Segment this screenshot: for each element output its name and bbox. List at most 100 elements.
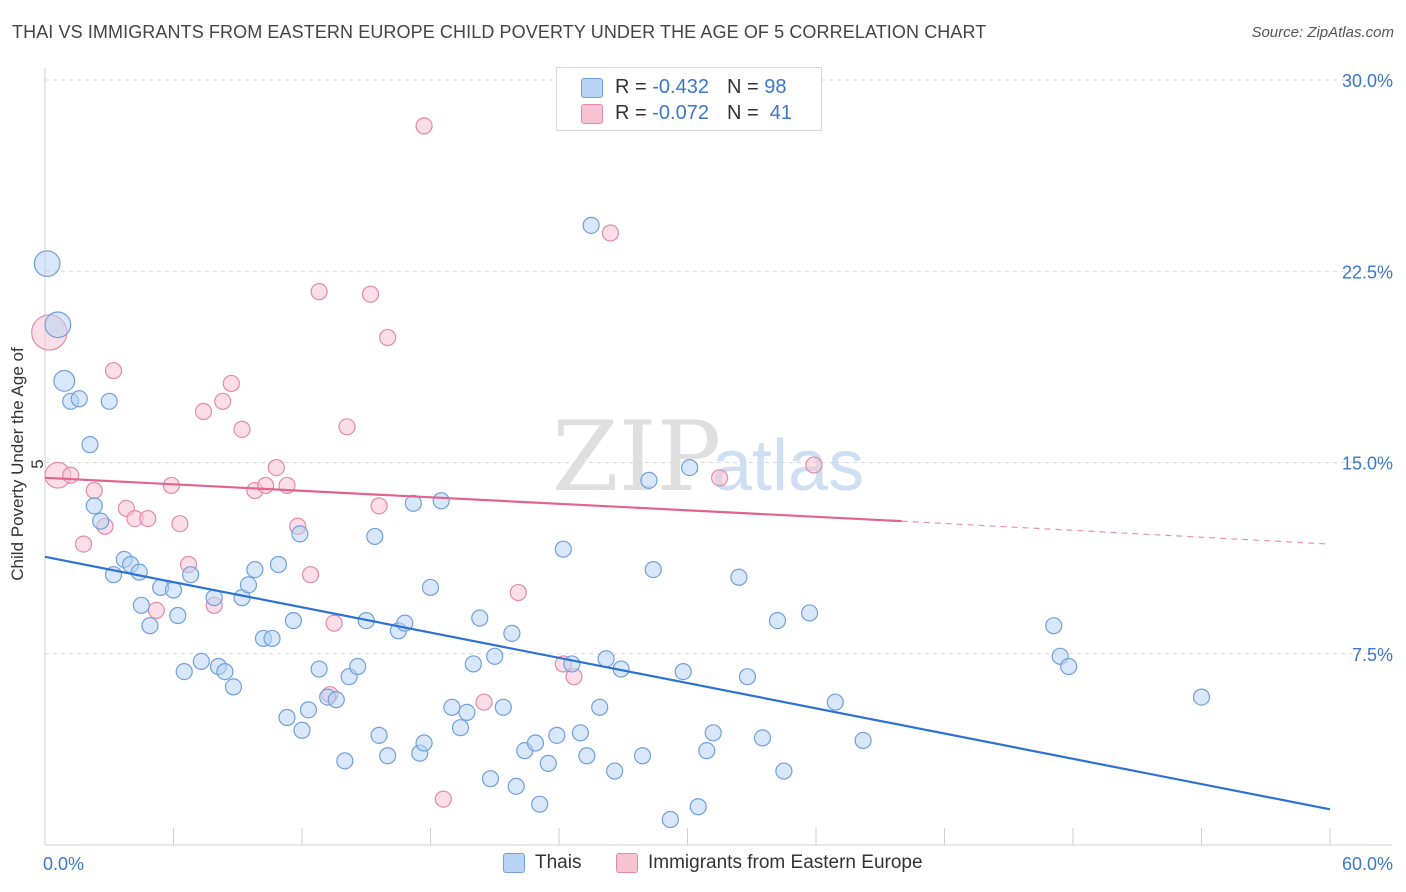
- point-thais: [661, 810, 679, 829]
- point-thais: [753, 729, 772, 747]
- point-thais: [404, 494, 422, 512]
- y-tick-label: 15.0%: [1342, 454, 1393, 474]
- point-thais: [1192, 688, 1211, 706]
- point-thais: [503, 624, 521, 642]
- point-thais: [606, 762, 624, 780]
- point-immigrants: [601, 224, 620, 242]
- point-thais: [486, 647, 504, 665]
- point-thais: [130, 563, 148, 581]
- source-credit: Source: ZipAtlas.com: [1251, 24, 1394, 41]
- point-thais: [571, 724, 590, 742]
- bottom-legend-thais: Thais: [503, 852, 581, 874]
- bottom-legend-label: Thais: [535, 852, 582, 873]
- bottom-legend-swatch-blue: [503, 853, 525, 873]
- point-immigrants: [147, 601, 165, 620]
- point-thais: [432, 492, 450, 510]
- point-thais: [443, 698, 461, 716]
- legend-swatch-pink: [581, 103, 603, 124]
- point-immigrants: [370, 497, 388, 515]
- point-immigrants: [338, 418, 356, 436]
- point-thais: [1045, 617, 1063, 635]
- point-thais: [698, 742, 716, 760]
- point-thais: [33, 250, 61, 278]
- point-thais: [738, 668, 757, 686]
- point-thais: [53, 369, 76, 392]
- point-thais: [299, 701, 318, 719]
- point-thais: [85, 497, 103, 515]
- point-thais: [681, 459, 699, 477]
- point-thais: [169, 606, 187, 625]
- x-tick-label-max: 60.0%: [1342, 854, 1393, 874]
- trend-lines: [44, 476, 1331, 811]
- point-thais: [284, 611, 303, 630]
- point-thais: [415, 734, 433, 752]
- point-thais: [216, 662, 234, 681]
- point-thais: [92, 512, 110, 530]
- point-thais: [640, 471, 658, 489]
- trend-line-immigrants: [44, 476, 902, 523]
- legend-n-label: N =: [726, 76, 759, 98]
- point-thais: [366, 527, 384, 546]
- point-thais: [730, 568, 748, 586]
- legend-r-label: R =: [615, 102, 647, 124]
- point-thais: [336, 752, 354, 770]
- watermark-zip: ZIP: [552, 401, 721, 513]
- point-immigrants: [434, 790, 452, 808]
- point-thais: [507, 777, 525, 795]
- legend-swatch-blue: [581, 77, 603, 98]
- x-tick-label-min: 0.0%: [43, 854, 84, 874]
- point-thais: [554, 540, 572, 558]
- point-thais: [674, 662, 692, 681]
- point-immigrants: [171, 515, 189, 533]
- point-thais: [310, 660, 328, 678]
- y-tick-label: 30.0%: [1342, 71, 1393, 91]
- point-thais: [379, 747, 397, 765]
- point-thais: [826, 693, 844, 711]
- bottom-legend-immigrants: Immigrants from Eastern Europe: [616, 852, 923, 874]
- legend-r-label: R =: [615, 76, 647, 98]
- point-immigrants: [301, 566, 320, 584]
- point-immigrants: [379, 328, 397, 347]
- point-thais: [458, 703, 476, 722]
- point-immigrants: [74, 535, 93, 553]
- axes: [44, 68, 1392, 846]
- point-thais: [141, 617, 159, 635]
- point-immigrants: [310, 283, 328, 301]
- point-thais: [81, 436, 99, 454]
- point-immigrants: [139, 509, 157, 528]
- point-thais: [44, 311, 72, 339]
- point-thais: [349, 657, 367, 676]
- legend-n-value: 98: [764, 76, 787, 98]
- point-thais: [70, 390, 88, 408]
- point-thais: [633, 747, 652, 765]
- point-immigrants: [711, 469, 729, 487]
- trend-line-thais: [44, 555, 1331, 811]
- watermark: ZIP atlas: [552, 401, 864, 513]
- tick-labels: 7.5% 15.0% 22.5% 30.0% 0.0% 60.0%: [43, 71, 1393, 874]
- point-immigrants: [104, 362, 123, 380]
- point-thais: [597, 650, 615, 668]
- point-thais: [854, 731, 872, 750]
- watermark-atlas: atlas: [712, 426, 864, 506]
- point-thais: [327, 691, 345, 709]
- point-thais: [291, 525, 309, 543]
- point-thais: [578, 747, 596, 765]
- point-thais: [548, 726, 566, 744]
- point-immigrants: [415, 117, 433, 135]
- series-thais-points: [33, 216, 1211, 829]
- point-thais: [689, 798, 707, 816]
- bottom-legend-label: Immigrants from Eastern Europe: [648, 852, 923, 873]
- point-immigrants: [267, 459, 285, 477]
- point-thais: [800, 604, 819, 622]
- legend-n-value: 41: [769, 102, 793, 124]
- point-immigrants: [361, 285, 380, 303]
- legend-n-label: N =: [726, 102, 759, 124]
- point-thais: [182, 566, 200, 584]
- point-thais: [704, 724, 722, 742]
- point-immigrants: [194, 402, 213, 421]
- point-thais: [132, 596, 150, 614]
- point-thais: [539, 754, 557, 773]
- y-tick-label: 22.5%: [1342, 262, 1393, 282]
- point-thais: [269, 555, 288, 574]
